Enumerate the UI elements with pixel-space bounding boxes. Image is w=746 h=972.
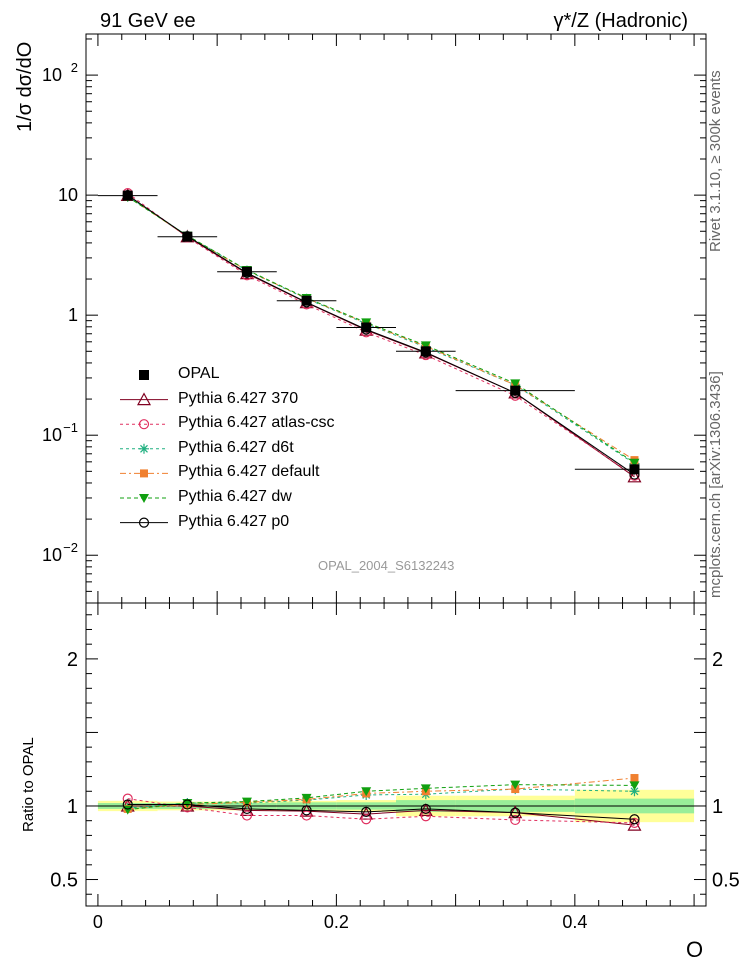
series-point-pythia-6-427-dw [629, 458, 640, 468]
legend-marker-pythia-6-427-d6t [139, 443, 149, 454]
x-tick-label: 0.4 [562, 912, 587, 932]
series-line-pythia-6-427-atlas-csc [127, 192, 635, 477]
legend [120, 370, 168, 528]
y-tick-exponent: −2 [63, 540, 78, 555]
ratio-point-pythia-6-427-dw [361, 787, 372, 797]
ratio-frame [85, 602, 707, 907]
ratio-line-pythia-6-427-dw [127, 784, 635, 811]
legend-marker-pythia-6-427-dw [139, 494, 149, 503]
series-line-pythia-6-427-370 [127, 194, 635, 478]
data-point-opal [241, 266, 252, 277]
x-tick-label: 0.2 [324, 912, 349, 932]
ratio-y-tick-label: 2 [67, 649, 78, 671]
data-point-opal [420, 346, 431, 357]
ratio-point-pythia-6-427-atlas-csc [510, 814, 521, 826]
legend-label-pythia-6-427-p0: Pythia 6.427 p0 [178, 512, 290, 530]
ratio-point-pythia-6-427-atlas-csc [361, 814, 372, 825]
ratio-point-pythia-6-427-p0 [182, 799, 193, 810]
ratio-point-pythia-6-427-default [630, 774, 639, 783]
ratio-point-pythia-6-427-dw [510, 780, 521, 790]
header-process-label: 91 GeV ee [100, 10, 196, 32]
ratio-point-pythia-6-427-p0 [420, 803, 431, 815]
series-point-pythia-6-427-dw [420, 341, 431, 351]
series-point-pythia-6-427-dw [510, 379, 521, 389]
data-point-opal [122, 190, 133, 201]
ratio-point-pythia-6-427-p0 [629, 814, 640, 825]
ratio-point-pythia-6-427-atlas-csc [301, 810, 312, 821]
ratio-y-tick-label-right: 1 [712, 796, 723, 818]
legend-label-pythia-6-427-d6t: Pythia 6.427 d6t [178, 438, 294, 456]
ratio-point-pythia-6-427-atlas-csc [122, 793, 133, 804]
series-line-pythia-6-427-p0 [127, 194, 635, 475]
ratio-point-pythia-6-427-p0 [241, 803, 253, 815]
data-point-opal [510, 385, 521, 396]
legend-label-pythia-6-427-dw: Pythia 6.427 dw [178, 488, 292, 505]
header-channel-label: γ*/Z (Hadronic) [553, 10, 688, 32]
legend-marker-pythia-6-427-p0 [138, 517, 150, 528]
legend-marker-opal [139, 370, 149, 380]
ratio-y-tick-label-right: 2 [712, 649, 723, 671]
x-tick-label: 0 [93, 912, 103, 932]
data-point-opal [629, 464, 640, 475]
ratio-point-pythia-6-427-p0 [122, 799, 133, 810]
legend-marker-pythia-6-427-default [140, 469, 148, 478]
data-point-opal [361, 322, 372, 333]
data-point-opal [301, 295, 312, 306]
data-point-opal [182, 231, 193, 242]
ratio-point-pythia-6-427-dw [241, 797, 252, 807]
series-point-pythia-6-427-370 [627, 469, 642, 483]
ratio-point-pythia-6-427-atlas-csc [420, 811, 431, 822]
ratio-point-pythia-6-427-dw [301, 793, 312, 803]
ratio-point-pythia-6-427-dw [182, 799, 193, 809]
y-tick-label: 10 [58, 185, 78, 205]
ratio-line-pythia-6-427-default [127, 777, 635, 810]
ratio-y-tick-label: 1 [67, 796, 78, 818]
y-tick-label: 10 [42, 425, 62, 445]
legend-label-pythia-6-427-370: Pythia 6.427 370 [178, 389, 299, 407]
ratio-y-tick-label: 0.5 [50, 870, 78, 892]
legend-label-pythia-6-427-default: Pythia 6.427 default [178, 463, 320, 481]
y-tick-label: 10 [42, 545, 62, 565]
series-line-pythia-6-427-dw [127, 196, 635, 464]
legend-marker-pythia-6-427-370 [136, 392, 152, 406]
ratio-point-pythia-6-427-atlas-csc [241, 810, 253, 821]
ratio-point-pythia-6-427-370 [627, 817, 642, 831]
ratio-y-tick-label-right: 0.5 [712, 870, 740, 892]
legend-label-opal: OPAL [178, 365, 220, 382]
ratio-point-pythia-6-427-dw [420, 784, 431, 794]
ratio-line-pythia-6-427-p0 [127, 804, 635, 820]
analysis-watermark: OPAL_2004_S6132243 [318, 558, 455, 573]
ratio-point-pythia-6-427-p0 [301, 805, 312, 816]
x-axis-label: O [686, 937, 704, 962]
ratio-point-pythia-6-427-d6t [629, 786, 640, 797]
ratio-line-pythia-6-427-atlas-csc [127, 798, 635, 824]
legend-marker-pythia-6-427-atlas-csc [138, 419, 150, 430]
ratio-panel: 0 0.2 0.4 0.5 0.5 1 1 2 2 [50, 602, 740, 932]
ratio-point-pythia-6-427-p0 [510, 807, 521, 818]
ratio-point-pythia-6-427-370 [359, 806, 374, 820]
y-tick-label: 10 [42, 65, 62, 85]
ratio-point-pythia-6-427-atlas-csc [629, 817, 640, 828]
y-tick-label: 1 [68, 305, 78, 325]
legend-label-pythia-6-427-atlas-csc: Pythia 6.427 atlas-csc [178, 414, 335, 432]
ratio-point-pythia-6-427-p0 [361, 806, 372, 817]
y-tick-exponent: 2 [71, 60, 78, 75]
y-tick-exponent: −1 [63, 420, 78, 435]
ratio-point-pythia-6-427-dw [629, 781, 640, 791]
ratio-point-pythia-6-427-370 [418, 803, 433, 816]
